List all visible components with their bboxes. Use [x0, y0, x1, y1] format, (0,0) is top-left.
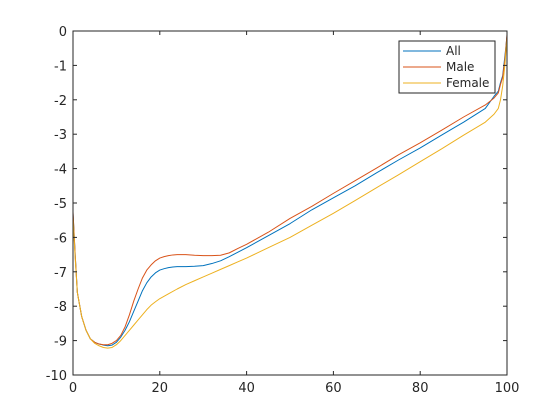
y-tick-label: -1 — [54, 59, 67, 74]
x-tick-label: 20 — [152, 381, 169, 396]
y-tick-label: -9 — [54, 335, 67, 350]
legend[interactable]: All Male Female — [398, 40, 496, 94]
y-tick-label: -7 — [54, 266, 67, 281]
x-tick-label: 80 — [412, 381, 429, 396]
x-tick-label: 60 — [325, 381, 342, 396]
x-tick-label: 0 — [69, 381, 77, 396]
y-tick-label: -8 — [54, 300, 67, 315]
y-axis: 0 -1 -2 -3 -4 -5 -6 -7 -8 -9 -10 — [46, 25, 507, 384]
series-line-male — [72, 34, 508, 346]
x-tick-label: 40 — [238, 381, 255, 396]
legend-label-male: Male — [446, 60, 474, 74]
series-line-female — [72, 37, 508, 349]
x-axis: 0 20 40 60 80 100 — [69, 31, 520, 396]
y-tick-label: -3 — [54, 128, 67, 143]
y-tick-label: 0 — [59, 25, 67, 40]
legend-label-all: All — [446, 44, 461, 58]
y-tick-label: -2 — [54, 94, 67, 109]
y-tick-label: -4 — [54, 163, 67, 178]
series-line-all — [72, 36, 508, 347]
y-tick-label: -5 — [54, 197, 67, 212]
x-tick-label: 100 — [495, 381, 520, 396]
y-tick-label: -6 — [54, 231, 67, 246]
y-tick-label: -10 — [46, 369, 67, 384]
series-layer — [72, 34, 508, 349]
legend-label-female: Female — [446, 76, 489, 90]
